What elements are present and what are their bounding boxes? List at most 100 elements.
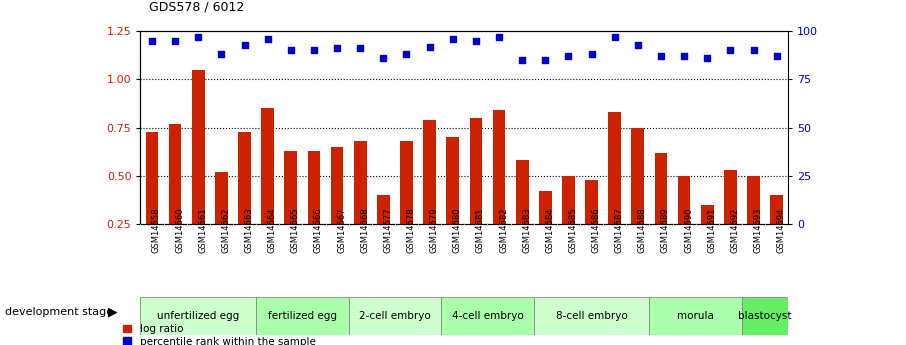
- Bar: [650, 297, 742, 335]
- Text: GSM14692: GSM14692: [730, 207, 739, 253]
- Bar: [215, 172, 227, 224]
- Point: [538, 57, 553, 63]
- Text: GSM14693: GSM14693: [754, 207, 763, 253]
- Text: GSM14686: GSM14686: [592, 207, 601, 253]
- Bar: [238, 131, 251, 224]
- Text: GSM14681: GSM14681: [476, 207, 485, 253]
- Point: [631, 42, 645, 47]
- Point: [584, 51, 599, 57]
- Bar: [349, 297, 441, 335]
- Point: [284, 48, 298, 53]
- Point: [214, 51, 228, 57]
- Point: [168, 38, 182, 43]
- Text: GSM14679: GSM14679: [429, 207, 439, 253]
- Text: GSM14685: GSM14685: [568, 207, 577, 253]
- Bar: [742, 297, 788, 335]
- Text: GSM14661: GSM14661: [198, 207, 207, 253]
- Text: GSM14662: GSM14662: [221, 207, 230, 253]
- Bar: [562, 176, 574, 224]
- Bar: [284, 151, 297, 224]
- Bar: [539, 191, 552, 224]
- Point: [191, 34, 206, 40]
- Point: [747, 48, 761, 53]
- Bar: [447, 137, 459, 224]
- Point: [468, 38, 483, 43]
- Text: 4-cell embryo: 4-cell embryo: [451, 311, 524, 321]
- Text: unfertilized egg: unfertilized egg: [157, 311, 239, 321]
- Point: [237, 42, 252, 47]
- Text: GSM14660: GSM14660: [175, 207, 184, 253]
- Bar: [377, 195, 390, 224]
- Point: [260, 36, 275, 41]
- Text: GSM14688: GSM14688: [638, 207, 647, 253]
- Bar: [169, 124, 181, 224]
- Bar: [469, 118, 482, 224]
- Text: GSM14664: GSM14664: [267, 207, 276, 253]
- Text: development stage: development stage: [5, 307, 112, 317]
- Text: GSM14689: GSM14689: [661, 207, 670, 253]
- Point: [422, 44, 437, 49]
- Text: 8-cell embryo: 8-cell embryo: [555, 311, 628, 321]
- Point: [330, 46, 344, 51]
- Text: GSM14678: GSM14678: [407, 207, 416, 253]
- Point: [400, 51, 414, 57]
- Bar: [256, 297, 349, 335]
- Point: [145, 38, 159, 43]
- Bar: [140, 297, 256, 335]
- Point: [446, 36, 460, 41]
- Text: ▶: ▶: [109, 306, 118, 319]
- Text: GSM14666: GSM14666: [314, 207, 323, 253]
- Text: GSM14684: GSM14684: [545, 207, 554, 253]
- Point: [769, 53, 784, 59]
- Point: [654, 53, 669, 59]
- Point: [677, 53, 691, 59]
- Bar: [441, 297, 534, 335]
- Text: fertilized egg: fertilized egg: [268, 311, 337, 321]
- Bar: [770, 195, 783, 224]
- Point: [353, 46, 368, 51]
- Point: [700, 55, 715, 61]
- Bar: [192, 70, 205, 224]
- Text: morula: morula: [678, 311, 714, 321]
- Point: [492, 34, 506, 40]
- Bar: [701, 205, 714, 224]
- Bar: [423, 120, 436, 224]
- Bar: [146, 131, 159, 224]
- Text: GSM14680: GSM14680: [453, 207, 462, 253]
- Point: [515, 57, 529, 63]
- Bar: [608, 112, 622, 224]
- Point: [723, 48, 737, 53]
- Text: GSM14682: GSM14682: [499, 207, 508, 253]
- Text: GSM14691: GSM14691: [708, 207, 717, 253]
- Bar: [724, 170, 737, 224]
- Bar: [585, 180, 598, 224]
- Bar: [534, 297, 650, 335]
- Text: GSM14690: GSM14690: [684, 207, 693, 253]
- Bar: [331, 147, 343, 224]
- Bar: [307, 151, 321, 224]
- Bar: [354, 141, 367, 224]
- Text: blastocyst: blastocyst: [738, 311, 792, 321]
- Bar: [747, 176, 760, 224]
- Text: GSM14687: GSM14687: [614, 207, 623, 253]
- Point: [561, 53, 575, 59]
- Bar: [493, 110, 506, 224]
- Bar: [678, 176, 690, 224]
- Text: GSM14668: GSM14668: [361, 207, 370, 253]
- Bar: [516, 160, 528, 224]
- Bar: [400, 141, 413, 224]
- Point: [307, 48, 322, 53]
- Text: GSM14667: GSM14667: [337, 207, 346, 253]
- Text: GDS578 / 6012: GDS578 / 6012: [149, 1, 245, 14]
- Text: GSM14677: GSM14677: [383, 207, 392, 253]
- Point: [607, 34, 622, 40]
- Text: GSM14658: GSM14658: [152, 207, 161, 253]
- Point: [376, 55, 390, 61]
- Text: GSM14694: GSM14694: [776, 207, 786, 253]
- Text: GSM14663: GSM14663: [245, 207, 254, 253]
- Text: GSM14665: GSM14665: [291, 207, 300, 253]
- Legend: log ratio, percentile rank within the sample: log ratio, percentile rank within the sa…: [123, 324, 315, 345]
- Text: 2-cell embryo: 2-cell embryo: [359, 311, 430, 321]
- Bar: [655, 153, 668, 224]
- Bar: [261, 108, 274, 224]
